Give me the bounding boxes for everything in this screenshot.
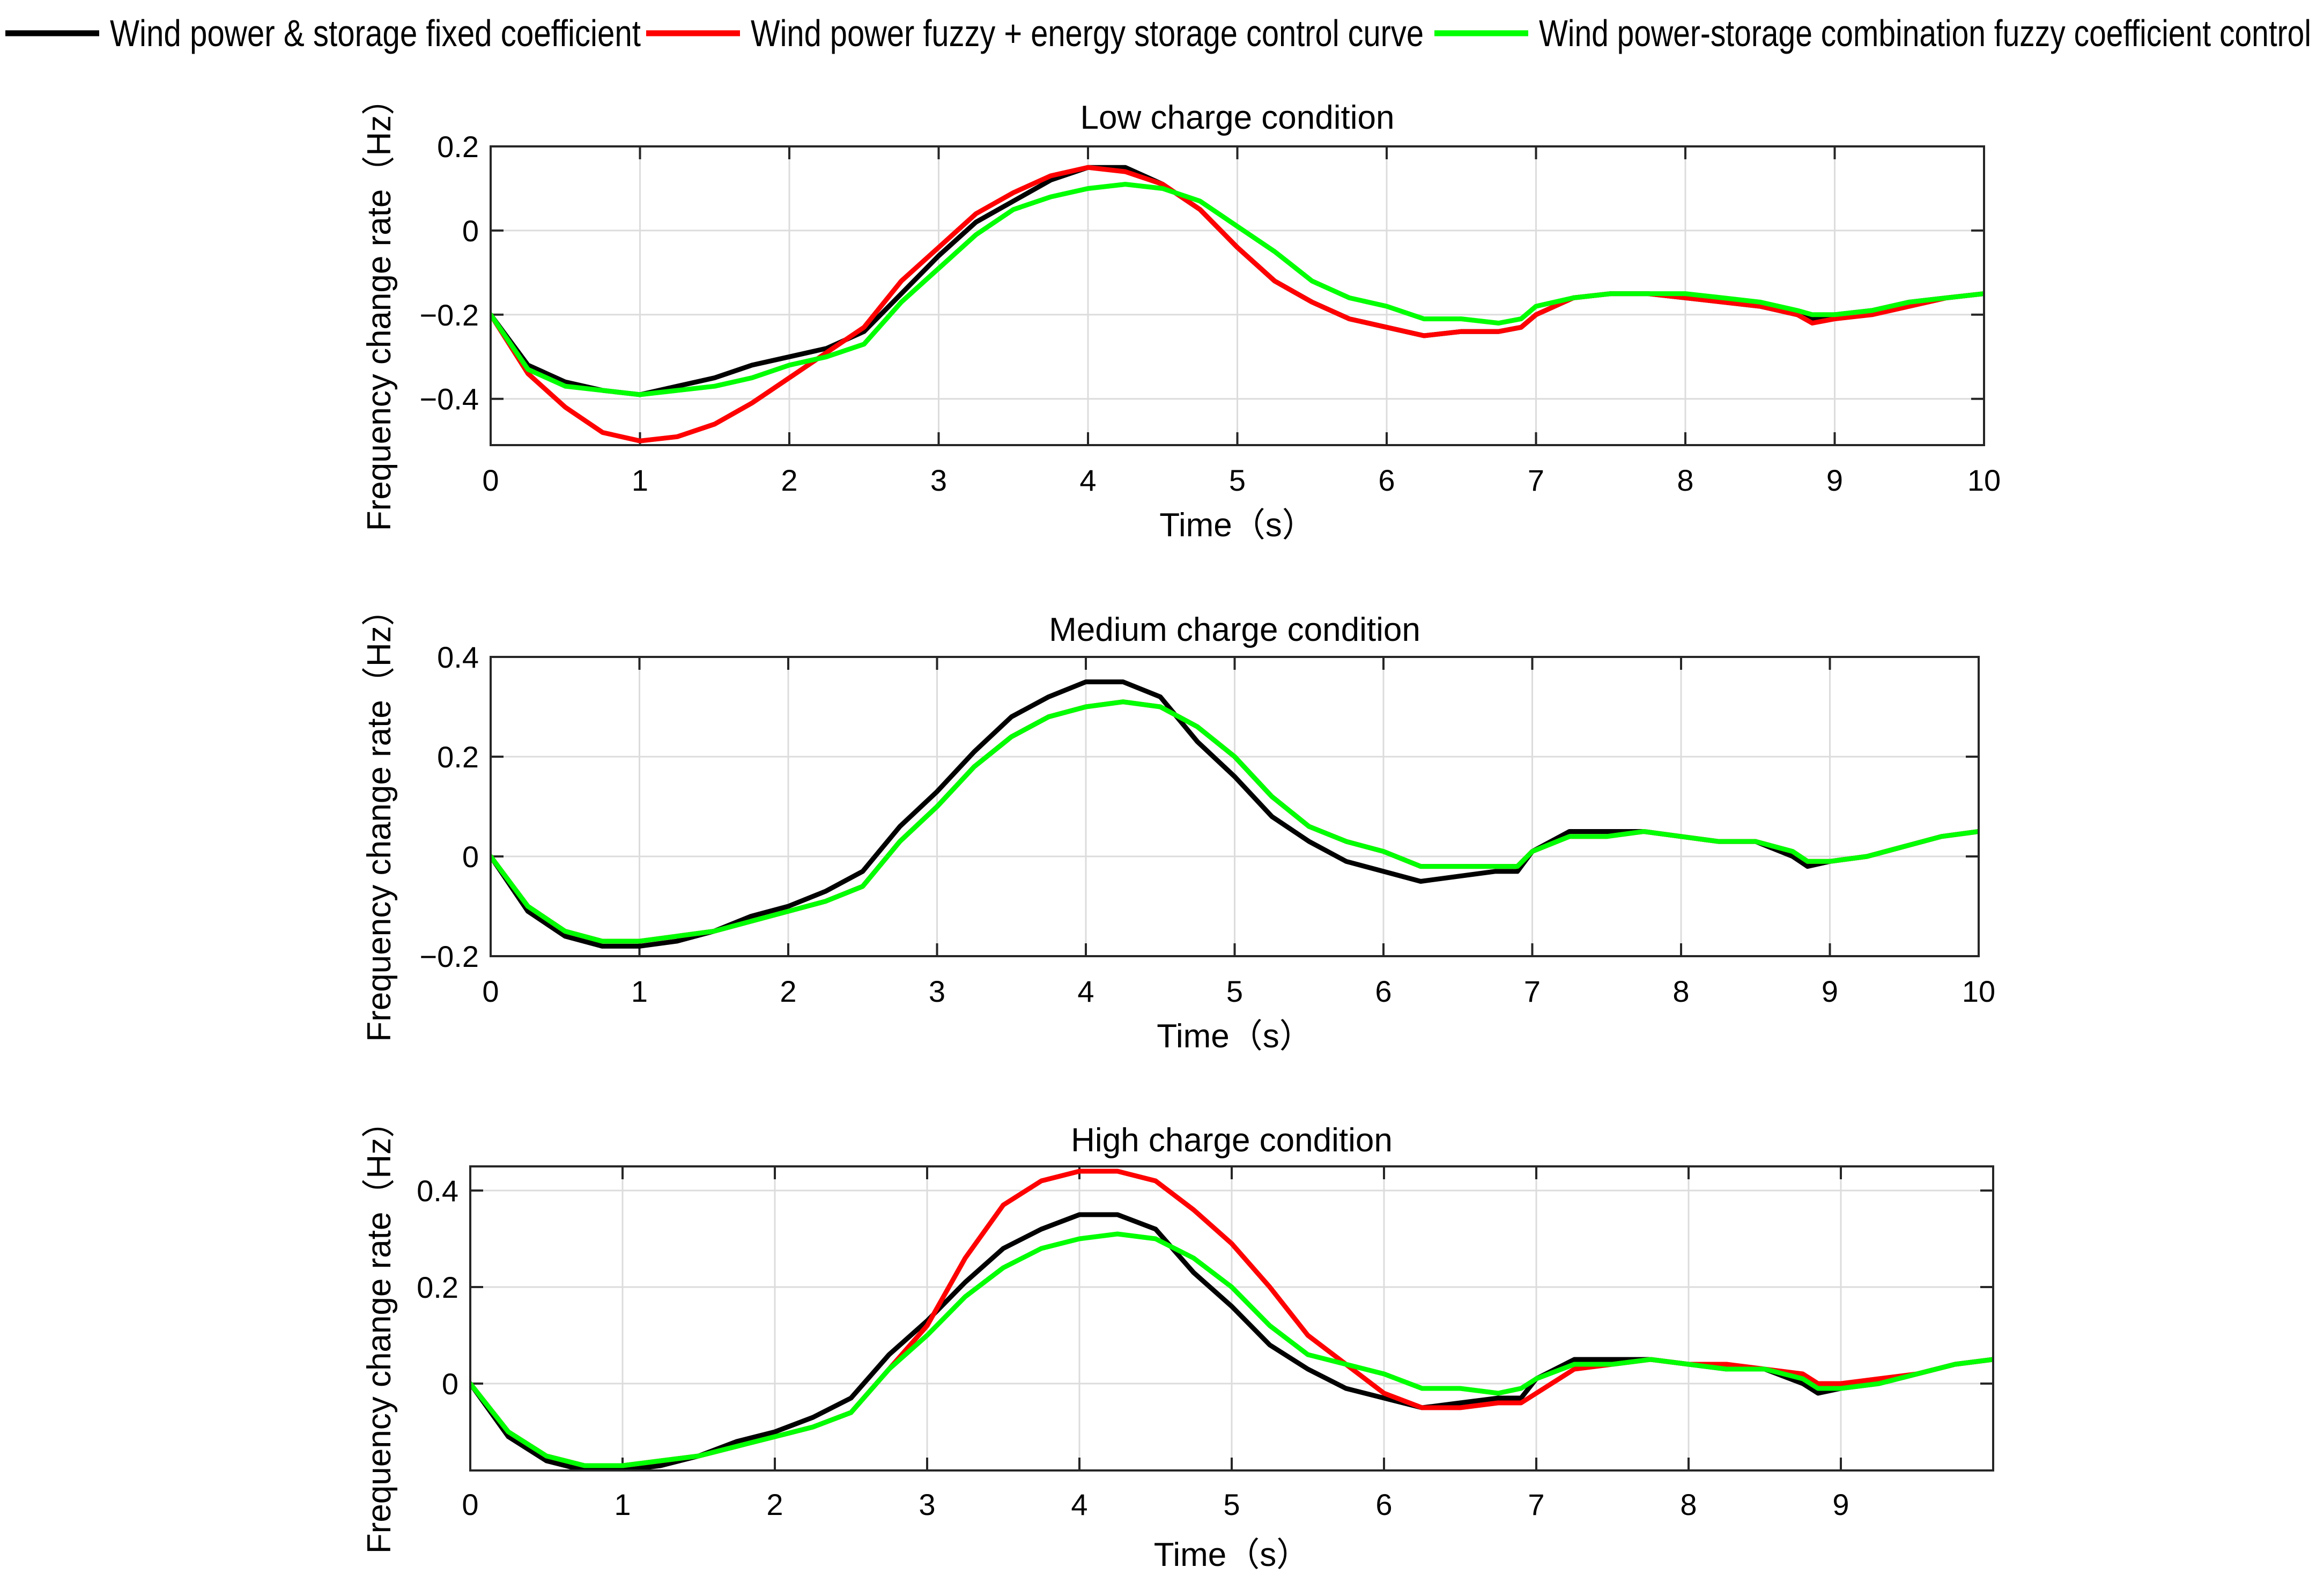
series-group (491, 165, 1984, 443)
x-tick-label: 0 (482, 463, 499, 497)
x-tick-label: 1 (631, 974, 648, 1008)
x-tick-label: 7 (1528, 1488, 1544, 1521)
x-tick-label: 2 (780, 974, 796, 1008)
legend-label: Wind power fuzzy + energy storage contro… (751, 12, 1424, 54)
x-tick-label: 8 (1677, 463, 1693, 497)
x-axis-label: Time（s） (1159, 507, 1315, 544)
x-tick-label: 6 (1378, 463, 1395, 497)
x-tick-label: 1 (632, 463, 648, 497)
y-tick-label: 0 (442, 1367, 458, 1401)
legend-item: Wind power-storage combination fuzzy coe… (1434, 12, 2311, 54)
y-tick-label: 0 (462, 214, 479, 248)
panel-high-charge: 0 1 2 3 4 5 6 7 8 9 0 0.2 0.4 High charge condition Ti… (361, 1105, 1994, 1573)
series-line-combination-fuzzy (491, 182, 1984, 397)
y-tick-label: 0.2 (437, 740, 479, 774)
x-tick-label: 4 (1071, 1488, 1087, 1521)
legend: Wind power & storage fixed coefficient Wi… (5, 12, 2311, 54)
x-tick-label: 2 (781, 463, 797, 497)
x-tick-label: 0 (482, 974, 499, 1008)
y-axis-label: Frequency change rate（Hz） (361, 593, 398, 1041)
legend-label: Wind power-storage combination fuzzy coe… (1539, 12, 2311, 54)
y-tick-label: 0.4 (437, 640, 479, 674)
y-tick-label: −0.2 (419, 940, 479, 973)
chart-title: Medium charge condition (1049, 611, 1420, 648)
x-tick-label: 5 (1229, 463, 1246, 497)
x-tick-label: 7 (1524, 974, 1541, 1008)
panel-low-charge: 0 1 2 3 4 5 6 7 8 9 10 −0.4 −0.2 0 0.2 Low charge condi… (361, 82, 2001, 544)
chart-title: Low charge condition (1080, 99, 1395, 136)
x-tick-label: 0 (462, 1488, 478, 1521)
x-tick-label: 10 (1962, 974, 1995, 1008)
x-axis-label: Time（s） (1157, 1018, 1312, 1055)
x-tick-label: 6 (1375, 1488, 1392, 1521)
plot-frame (490, 656, 1980, 957)
x-tick-label: 9 (1832, 1488, 1849, 1521)
y-tick-label: 0.2 (417, 1270, 458, 1304)
chart-title: High charge condition (1071, 1122, 1393, 1159)
series-line-fuzzy-storage (491, 165, 1984, 443)
x-tick-label: 3 (929, 974, 945, 1008)
legend-label: Wind power & storage fixed coefficient (110, 12, 641, 54)
x-tick-label: 9 (1822, 974, 1838, 1008)
y-axis-label: Frequency change rate（Hz） (361, 1105, 398, 1554)
x-tick-label: 2 (766, 1488, 783, 1521)
series-group (470, 1169, 1993, 1470)
x-tick-label: 9 (1826, 463, 1843, 497)
y-tick-label: −0.2 (419, 298, 479, 332)
x-tick-label: 10 (1967, 463, 2001, 497)
legend-item: Wind power fuzzy + energy storage contro… (646, 12, 1424, 54)
plot-frame (469, 1165, 1994, 1472)
x-tick-label: 6 (1375, 974, 1392, 1008)
x-tick-label: 4 (1077, 974, 1094, 1008)
x-tick-label: 3 (930, 463, 947, 497)
x-tick-label: 3 (919, 1488, 935, 1521)
y-axis-label: Frequency change rate（Hz） (361, 82, 398, 531)
x-tick-label: 5 (1223, 1488, 1240, 1521)
x-tick-label: 5 (1226, 974, 1243, 1008)
series-group (491, 679, 1979, 949)
series-line-combination-fuzzy (470, 1231, 1993, 1468)
y-tick-label: 0.2 (437, 130, 479, 164)
x-tick-label: 8 (1680, 1488, 1697, 1521)
x-tick-label: 1 (614, 1488, 631, 1521)
y-tick-label: −0.4 (419, 382, 479, 416)
x-tick-label: 7 (1528, 463, 1544, 497)
legend-item: Wind power & storage fixed coefficient (5, 12, 641, 54)
series-line-combination-fuzzy (491, 699, 1979, 944)
y-tick-label: 0 (462, 840, 479, 874)
x-axis-label: Time（s） (1154, 1536, 1309, 1573)
x-tick-label: 4 (1079, 463, 1096, 497)
plot-frame (490, 145, 1985, 446)
x-tick-label: 8 (1672, 974, 1689, 1008)
y-tick-label: 0.4 (417, 1174, 458, 1208)
